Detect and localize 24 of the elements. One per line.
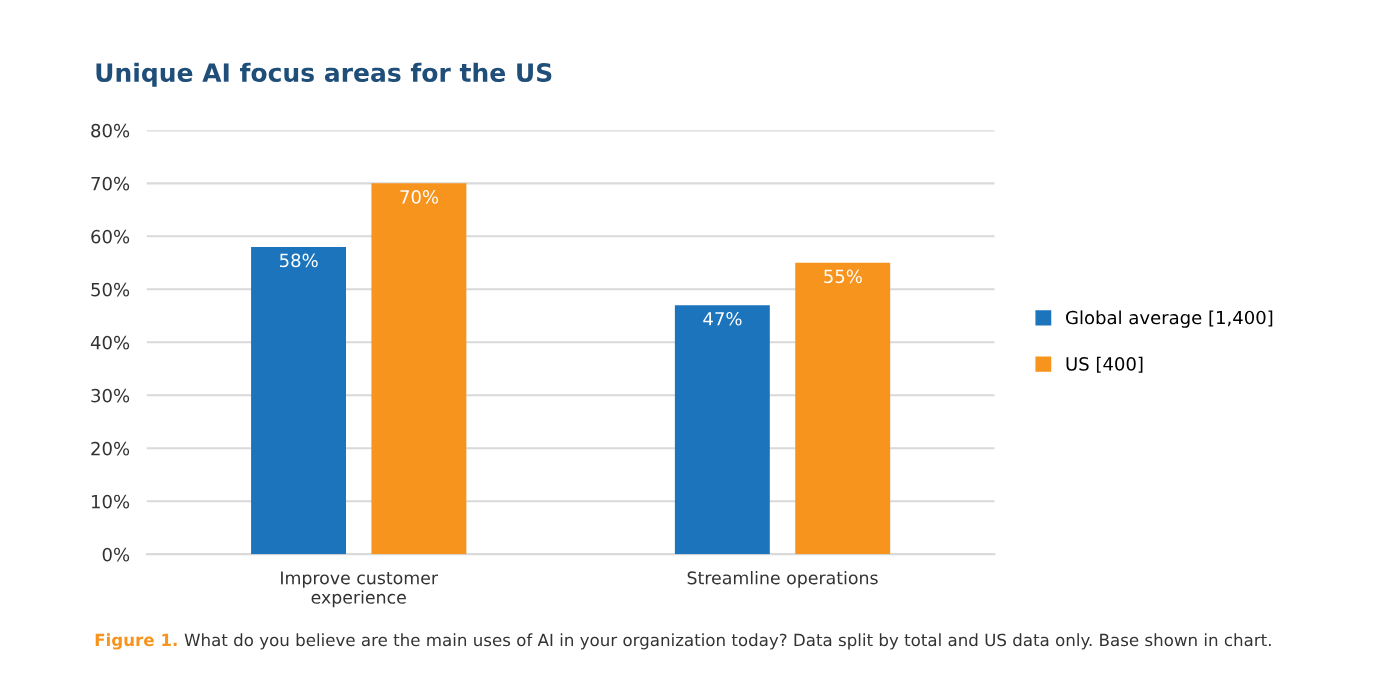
x-tick-label: Improve customer experience xyxy=(281,571,439,608)
x-tick-label: Streamline operations xyxy=(687,570,878,588)
text: 58% xyxy=(280,253,318,268)
y-tick-label: 0% xyxy=(102,547,130,562)
bar xyxy=(795,262,891,555)
bar xyxy=(674,305,770,555)
legend-label: Global average [1,400] xyxy=(1066,310,1273,328)
y-tick-label: 20% xyxy=(91,441,130,456)
bar xyxy=(251,246,346,555)
y-tick-label: 80% xyxy=(91,123,130,138)
legend-label: US [400] xyxy=(1066,356,1143,373)
y-tick-label: 60% xyxy=(91,229,130,244)
y-tick-label: 50% xyxy=(91,282,130,297)
bar xyxy=(371,183,467,555)
chart-title: Unique AI focus areas for the US xyxy=(96,62,552,87)
text: 47% xyxy=(703,311,742,326)
text: 70% xyxy=(400,190,439,204)
text: What do you believe are the main uses of AI in your organization today? Data split by total and US data only. Base shown in chart. xyxy=(184,633,1271,650)
y-tick-label: 10% xyxy=(92,494,130,509)
y-tick-label: 70% xyxy=(91,176,130,191)
text: 55% xyxy=(824,269,862,284)
caption: Figure 1. xyxy=(95,633,177,650)
y-tick-label: 40% xyxy=(90,335,130,350)
y-tick-label: 30% xyxy=(91,388,130,403)
